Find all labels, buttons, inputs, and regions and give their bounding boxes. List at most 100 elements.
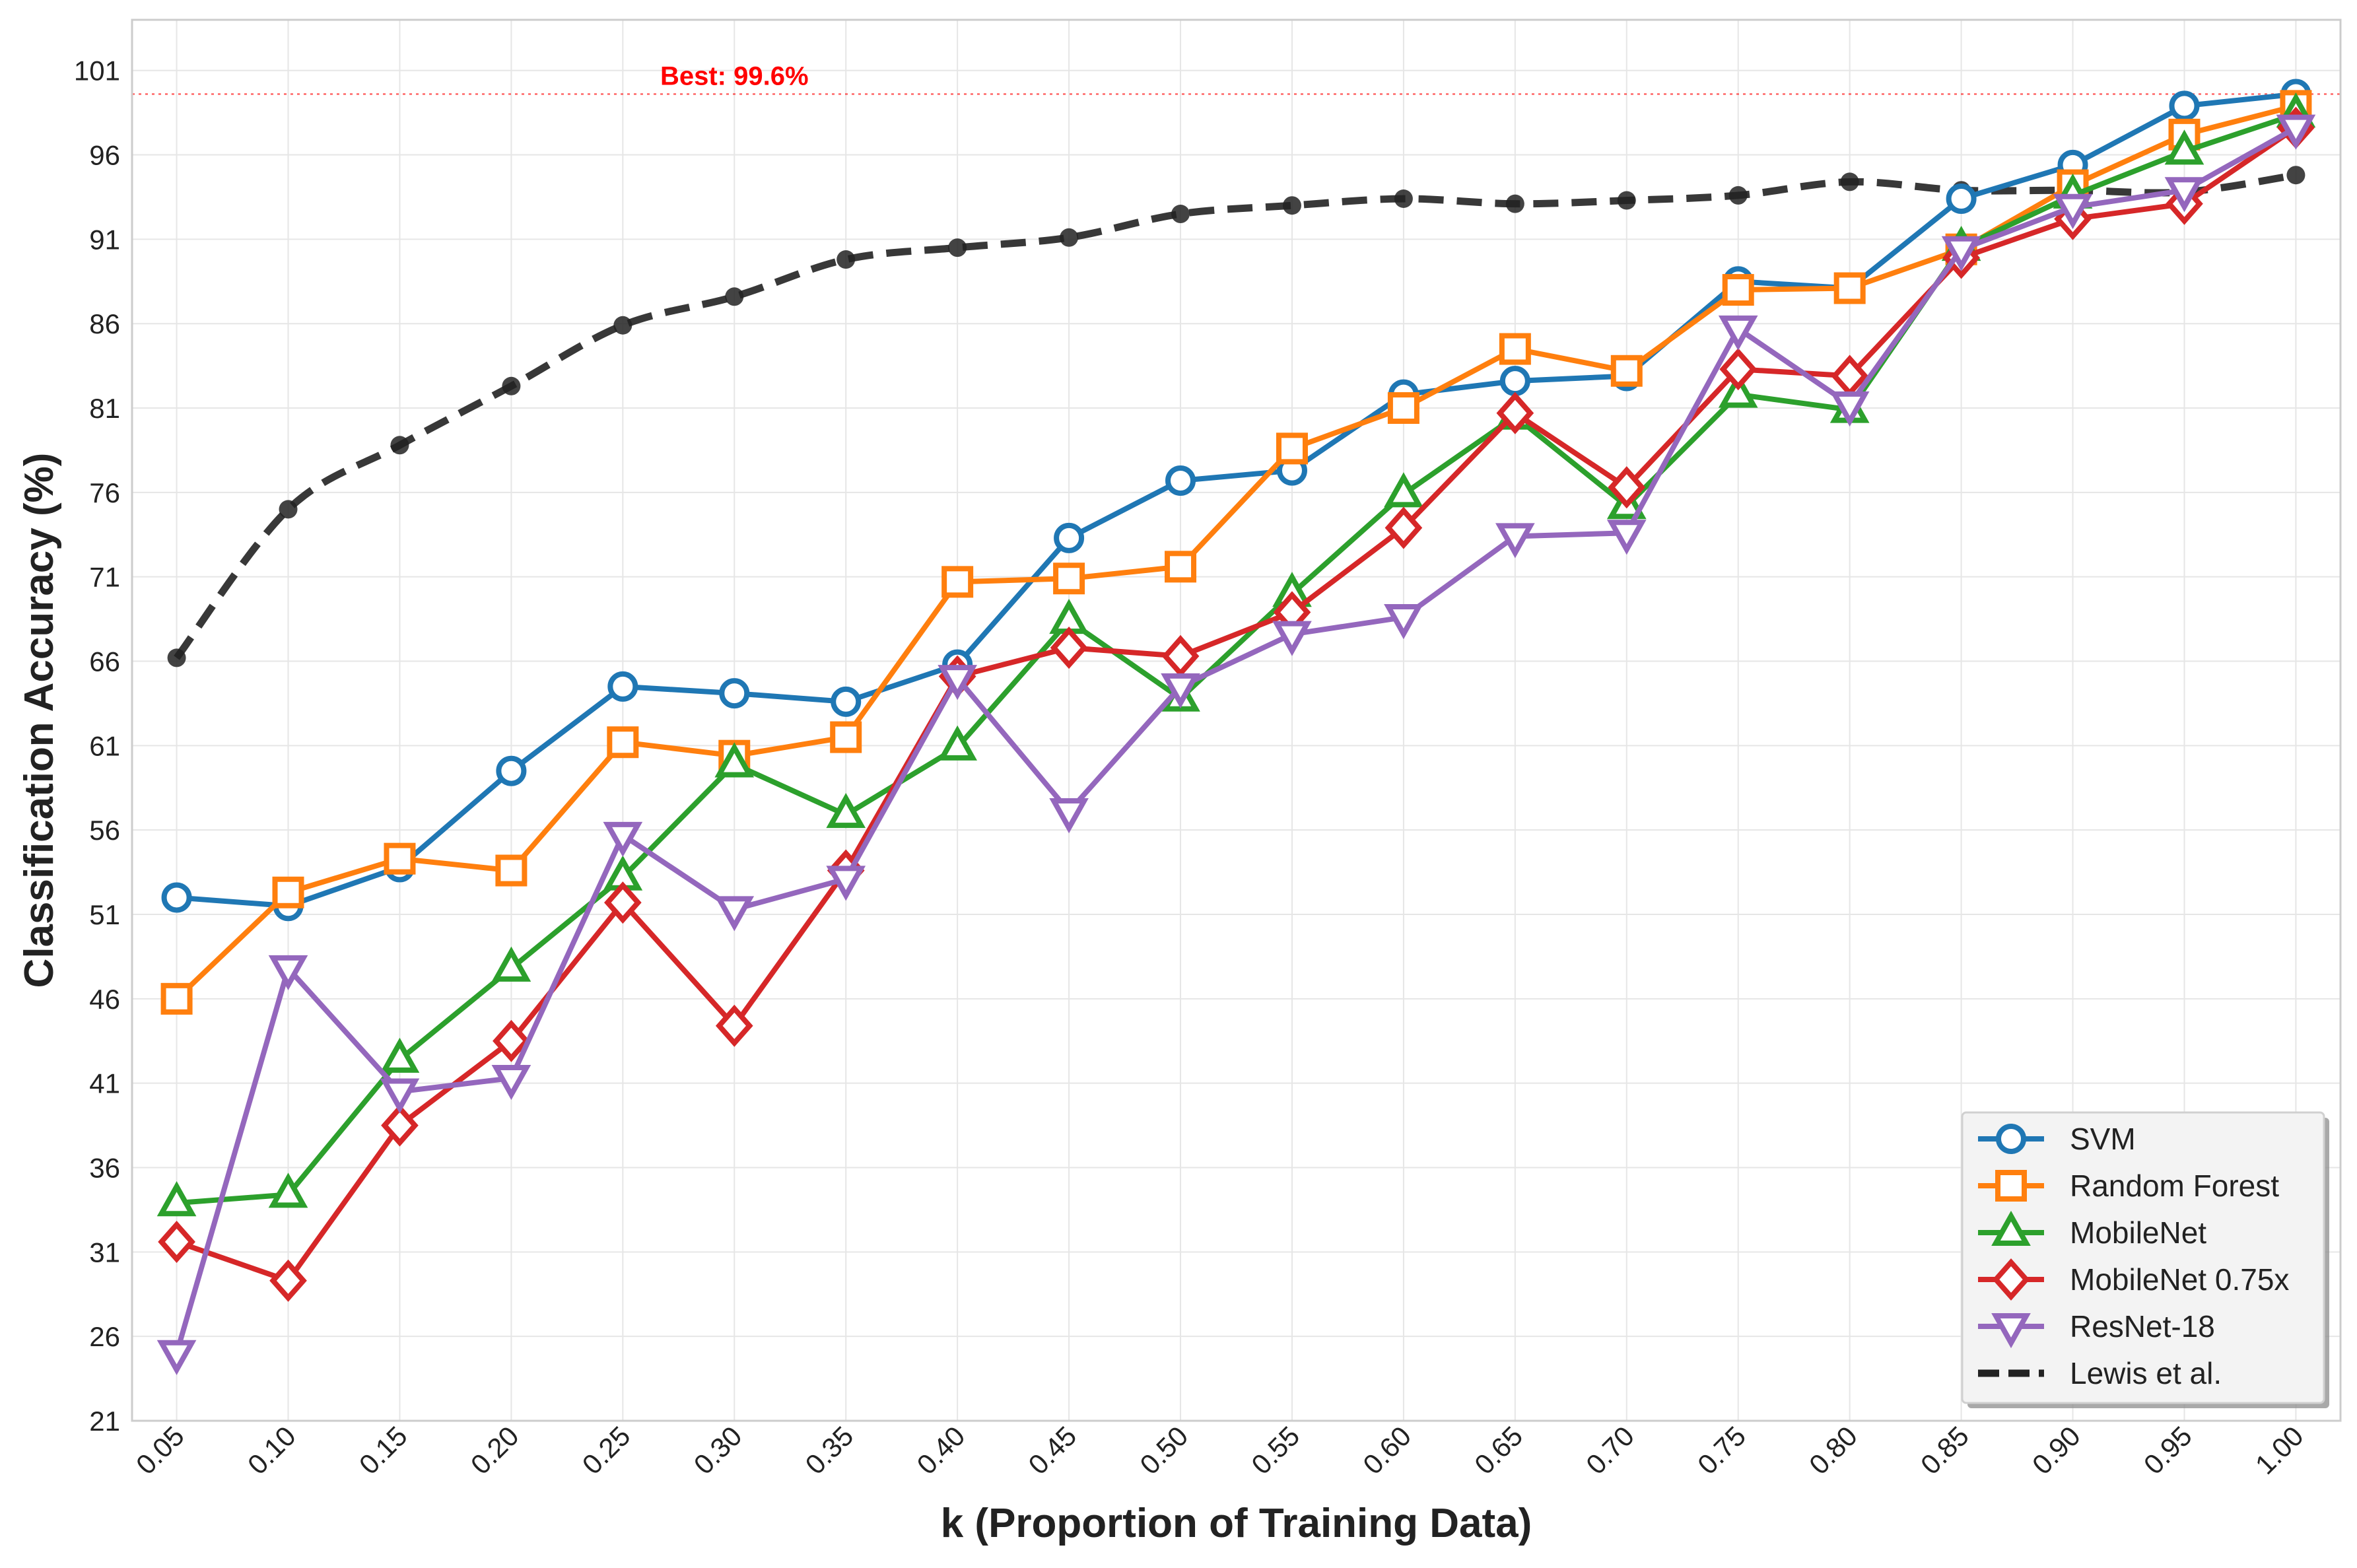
data-point-mobilenet	[714, 742, 755, 778]
data-point-random-forest	[607, 726, 639, 759]
data-point-svm	[1165, 465, 1196, 496]
data-point-resnet-18	[1161, 673, 1200, 709]
data-point-mobilenet	[380, 1037, 420, 1073]
y-tick-label: 21	[89, 1406, 120, 1437]
data-point-mobilenet-0-75x	[715, 1004, 753, 1047]
data-point-mobilenet-0-75x	[158, 1220, 195, 1264]
data-point-mobilenet	[1384, 472, 1423, 508]
data-point-resnet-18	[938, 665, 977, 700]
data-point-random-forest	[1387, 392, 1419, 425]
y-tick-label: 36	[89, 1153, 120, 1184]
data-point-random-forest	[830, 721, 862, 753]
data-point-resnet-18	[826, 866, 866, 901]
data-point-resnet-18	[491, 1065, 531, 1101]
y-axis-title: Classification Accuracy (%)	[17, 453, 62, 988]
data-point-mobilenet	[268, 1173, 308, 1208]
legend-marker	[1991, 1313, 2031, 1349]
data-point-lewis-et-al	[613, 316, 632, 335]
data-point-resnet-18	[1384, 604, 1423, 640]
data-point-resnet-18	[1718, 315, 1758, 351]
y-tick-label: 51	[89, 899, 120, 930]
data-point-resnet-18	[2276, 114, 2316, 150]
data-point-lewis-et-al	[1505, 194, 1524, 213]
data-point-svm	[607, 671, 638, 702]
legend: SVM Random Forest MobileNet MobileNet 0.75x…	[1961, 1111, 2329, 1408]
data-point-mobilenet-0-75x	[1496, 392, 1534, 434]
data-point-svm	[2169, 90, 2200, 121]
data-point-mobilenet-0-75x	[1050, 627, 1088, 669]
data-point-svm	[1499, 366, 1530, 397]
legend-item-resnet-18: ResNet-18	[1978, 1309, 2215, 1349]
data-point-lewis-et-al	[167, 648, 186, 667]
data-point-svm	[496, 755, 527, 786]
data-point-mobilenet-0-75x	[493, 1019, 530, 1062]
y-tick-label: 96	[89, 140, 120, 171]
data-point-mobilenet-0-75x	[1161, 634, 1200, 677]
legend-label: Lewis et al.	[2070, 1356, 2222, 1390]
data-point-resnet-18	[156, 1340, 197, 1375]
data-point-svm	[1946, 184, 1977, 215]
data-point-resnet-18	[2053, 193, 2093, 229]
series-random-forest	[160, 90, 2312, 1015]
legend-marker	[1991, 1210, 2031, 1246]
y-tick-label: 31	[89, 1237, 120, 1268]
data-point-resnet-18	[1495, 523, 1535, 559]
data-point-mobilenet	[156, 1181, 197, 1217]
data-point-lewis-et-al	[1282, 196, 1301, 215]
series-line-resnet-18	[174, 125, 2299, 1356]
y-tick-label: 81	[89, 393, 120, 424]
y-tick-label: 71	[89, 562, 120, 593]
data-point-svm	[719, 678, 750, 709]
data-point-random-forest	[1722, 274, 1754, 306]
data-point-random-forest	[1499, 333, 1531, 365]
data-point-lewis-et-al	[390, 436, 409, 455]
legend-marker	[1996, 1124, 2026, 1154]
data-point-resnet-18	[714, 896, 755, 932]
plot-frame	[131, 18, 2342, 1422]
data-point-mobilenet	[491, 946, 531, 982]
data-point-lewis-et-al	[725, 287, 744, 306]
y-tick-label: 46	[89, 984, 120, 1015]
legend-box	[1961, 1111, 2325, 1404]
legend-label: ResNet-18	[2070, 1309, 2215, 1344]
y-tick-label: 101	[74, 55, 120, 86]
legend-label: MobileNet	[2070, 1215, 2206, 1250]
data-point-resnet-18	[1606, 520, 1647, 555]
data-point-lewis-et-al	[1840, 172, 1859, 191]
series-line-svm	[174, 91, 2299, 909]
legend-item-random-forest: Random Forest	[1978, 1169, 2279, 1203]
data-point-random-forest	[941, 566, 974, 598]
data-point-resnet-18	[1272, 621, 1312, 656]
series-layer	[156, 79, 2316, 1375]
data-point-lewis-et-al	[1171, 205, 1190, 224]
data-point-mobilenet-0-75x	[1608, 466, 1646, 509]
data-point-svm	[1054, 522, 1085, 553]
data-point-resnet-18	[1829, 391, 1870, 427]
data-point-mobilenet-0-75x	[1384, 506, 1423, 549]
y-tick-label: 41	[89, 1068, 120, 1099]
legend-item-svm: SVM	[1978, 1122, 2136, 1156]
data-point-mobilenet	[938, 725, 977, 761]
data-point-random-forest	[384, 842, 416, 875]
annotation-layer: Best: 99.6%	[660, 61, 809, 90]
y-tick-label: 66	[89, 646, 120, 677]
legend-item-mobilenet-0-75x: MobileNet 0.75x	[1978, 1258, 2289, 1301]
data-point-mobilenet-0-75x	[1719, 348, 1758, 391]
y-tick-label: 61	[89, 730, 120, 761]
x-axis-title: k (Proportion of Training Data)	[941, 1501, 1532, 1546]
data-point-lewis-et-al	[279, 500, 298, 519]
data-point-random-forest	[495, 854, 528, 887]
data-point-mobilenet	[826, 792, 866, 829]
legend-marker	[1992, 1258, 2030, 1301]
legend-marker	[1995, 1170, 2027, 1202]
data-point-random-forest	[1053, 562, 1085, 595]
data-point-resnet-18	[380, 1078, 420, 1114]
data-point-svm	[161, 882, 192, 913]
legend-item-mobilenet: MobileNet	[1978, 1210, 2206, 1250]
data-point-mobilenet-0-75x	[603, 881, 642, 924]
data-point-resnet-18	[2164, 177, 2204, 213]
data-point-lewis-et-al	[2286, 166, 2306, 185]
data-point-random-forest	[1833, 272, 1866, 304]
